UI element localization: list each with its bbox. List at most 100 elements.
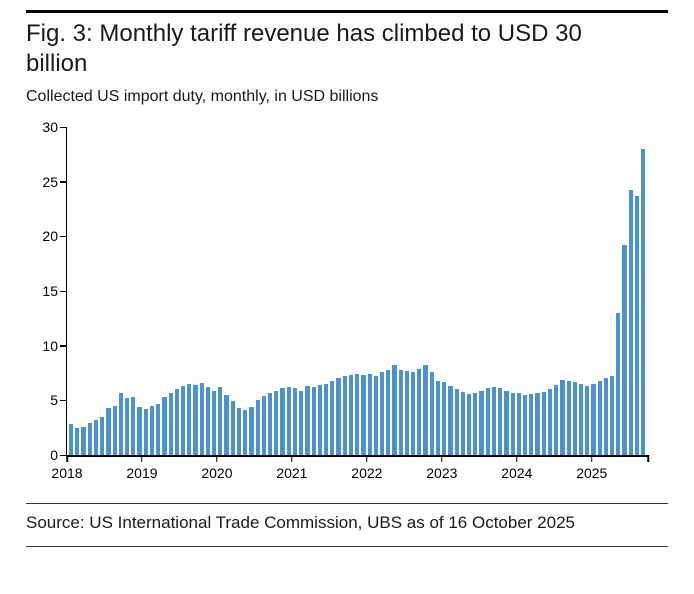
x-tick-label: 2020 xyxy=(201,465,233,481)
y-tick-label: 30 xyxy=(42,119,58,135)
y-tick-label: 10 xyxy=(42,337,58,354)
bar xyxy=(429,371,434,455)
bar xyxy=(454,389,459,455)
bar xyxy=(311,387,316,455)
bar xyxy=(404,370,410,455)
bar xyxy=(156,403,161,455)
bar xyxy=(162,397,167,455)
bar xyxy=(143,409,148,455)
bar xyxy=(69,424,74,455)
bar xyxy=(305,386,310,455)
bar xyxy=(131,397,136,455)
bar xyxy=(435,380,441,455)
y-tick-label: 20 xyxy=(42,228,58,245)
y-tick-mark xyxy=(60,399,67,402)
bar-chart: 0 5 10 15 20 25 30 2018 2019 2020 2021 2022 2023 2024… xyxy=(26,117,668,489)
bar xyxy=(442,381,447,455)
bar xyxy=(566,380,571,455)
bar xyxy=(187,383,192,455)
bar xyxy=(243,410,248,455)
bar xyxy=(323,383,329,455)
y-tick-label: 15 xyxy=(42,283,58,299)
bar xyxy=(137,406,142,455)
x-tick-mark xyxy=(216,455,218,462)
bar xyxy=(286,387,291,455)
bar xyxy=(467,393,472,455)
bar xyxy=(336,378,341,455)
bar xyxy=(628,190,633,455)
bar xyxy=(529,393,534,455)
x-tick-label: 2019 xyxy=(126,465,158,481)
bar xyxy=(367,374,372,455)
bar xyxy=(547,389,553,455)
x-tick-label: 2021 xyxy=(276,465,308,481)
bar xyxy=(522,394,528,455)
y-tick-label: 0 xyxy=(50,447,58,463)
x-tick-mark xyxy=(516,455,518,462)
bar xyxy=(460,391,465,455)
bar xyxy=(423,365,428,455)
bar xyxy=(572,381,577,455)
bar xyxy=(100,416,105,455)
x-tick-label: 2025 xyxy=(576,465,608,481)
bar xyxy=(361,375,366,455)
bar xyxy=(348,375,354,455)
bar xyxy=(622,245,627,455)
bar xyxy=(249,406,254,455)
y-tick-mark xyxy=(60,290,67,292)
bar xyxy=(634,195,640,455)
bar xyxy=(386,369,391,455)
bar xyxy=(479,390,484,455)
bar xyxy=(448,386,453,455)
y-tick-mark xyxy=(60,235,67,238)
bar xyxy=(174,389,179,455)
y-tick-label: 5 xyxy=(50,392,58,409)
figure-title: Fig. 3: Monthly tariff revenue has climb… xyxy=(26,20,582,77)
bar xyxy=(491,387,497,455)
y-tick-mark xyxy=(60,454,67,456)
bar xyxy=(485,388,490,455)
bar xyxy=(268,392,273,455)
bar xyxy=(124,398,130,455)
bar xyxy=(535,392,540,455)
bar xyxy=(610,376,615,455)
bar xyxy=(417,368,422,455)
plot-area: 0 5 10 15 20 25 30 2018 2019 2020 2021 2022 2023 2024… xyxy=(42,119,649,481)
bar xyxy=(510,392,515,455)
bar xyxy=(603,378,609,455)
y-tick-label: 25 xyxy=(42,173,58,190)
bar xyxy=(473,392,478,455)
bar xyxy=(81,426,86,455)
bar xyxy=(75,427,80,455)
bar xyxy=(261,395,266,455)
bar xyxy=(379,371,385,455)
figure-subtitle: Collected US import duty, monthly, in US… xyxy=(26,88,379,105)
x-tick-mark xyxy=(441,455,443,462)
bar xyxy=(112,405,117,455)
bar xyxy=(168,392,173,455)
x-tick-mark xyxy=(66,455,68,462)
divider-rule xyxy=(26,503,668,504)
bar xyxy=(641,148,646,455)
x-tick-mark xyxy=(366,455,368,462)
bar xyxy=(616,312,621,455)
bar xyxy=(398,369,403,455)
bar xyxy=(498,388,503,455)
x-tick-mark xyxy=(291,455,293,462)
bar xyxy=(299,390,304,455)
x-tick-mark xyxy=(647,455,649,462)
bar xyxy=(330,380,335,455)
bar xyxy=(585,386,590,455)
x-tick-mark xyxy=(591,455,593,462)
y-tick-mark xyxy=(60,126,67,128)
bar xyxy=(597,380,602,455)
bar xyxy=(504,390,509,455)
bar xyxy=(230,401,235,455)
bar xyxy=(292,388,298,455)
y-tick-mark xyxy=(60,181,67,183)
bar xyxy=(541,391,546,455)
bar xyxy=(317,385,322,455)
x-tick-label: 2018 xyxy=(51,465,83,481)
bar xyxy=(411,371,416,455)
y-tick-mark xyxy=(60,345,67,347)
